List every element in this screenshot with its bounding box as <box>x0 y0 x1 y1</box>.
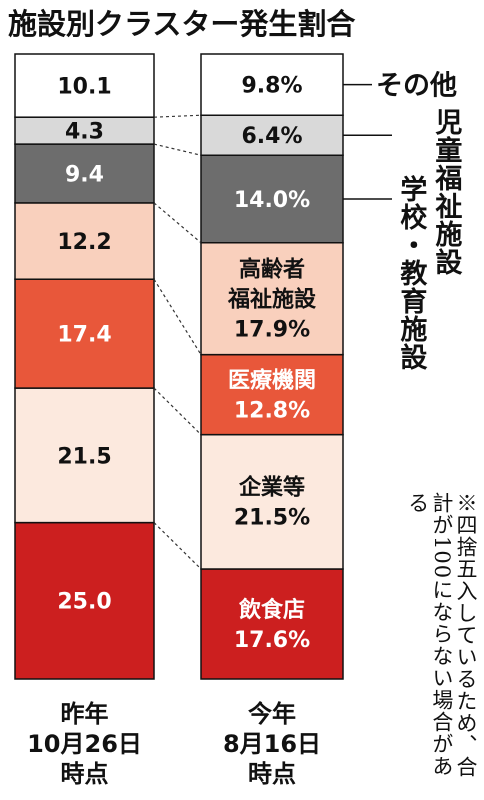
chart-title: 施設別クラスター発生割合 <box>8 7 355 41</box>
connectors-layer <box>153 83 392 570</box>
bar-curr-3 <box>200 242 344 356</box>
legend-label-other: その他 <box>376 71 457 102</box>
data-label: 25.0 <box>57 590 111 615</box>
data-label: 17.6% <box>234 628 310 653</box>
connector-line <box>153 143 202 156</box>
category-label: 8月16日 <box>223 730 321 758</box>
bar-curr-0 <box>200 568 344 680</box>
data-label: 21.5% <box>234 506 310 531</box>
connector-line <box>153 387 202 436</box>
bar-prev-4 <box>14 143 155 204</box>
data-label: 21.5 <box>57 444 111 469</box>
data-label: 9.8% <box>241 74 302 99</box>
category-label: 昨年 <box>61 700 109 728</box>
data-label: 高齢者 <box>239 257 305 283</box>
data-label: 4.3 <box>65 120 104 145</box>
connector-line <box>153 522 202 570</box>
legend-label-child: 児童福祉施設 <box>430 108 462 276</box>
data-label: 福祉施設 <box>227 287 317 313</box>
data-label: 12.8% <box>234 399 310 424</box>
data-label: 10.1 <box>57 75 111 100</box>
data-label: 医療機関 <box>228 368 316 394</box>
bar-curr-5 <box>200 114 344 156</box>
data-label: 6.4% <box>241 124 302 149</box>
category-label: 10月26日 <box>27 730 142 758</box>
bars-layer <box>14 53 344 680</box>
bar-prev-5 <box>14 116 155 145</box>
data-label: 企業等 <box>238 475 305 501</box>
connector-line <box>153 202 202 244</box>
bar-prev-6 <box>14 53 155 118</box>
legend-label-school: 学校・教育施設 <box>395 175 427 371</box>
data-label: 14.0% <box>234 188 310 213</box>
footnote: ※四捨五入しているため、合計が100にならない場合がある <box>405 492 478 778</box>
connector-line <box>153 278 202 355</box>
bar-curr-6 <box>200 53 344 116</box>
data-label: 12.2 <box>57 230 111 255</box>
bar-prev-0 <box>14 521 155 680</box>
connector-line <box>153 114 202 118</box>
category-label: 今年 <box>248 700 296 728</box>
bar-prev-3 <box>14 202 155 280</box>
data-label: 17.9% <box>234 318 310 343</box>
bar-curr-4 <box>200 154 344 244</box>
labels-layer: 25.0 21.5 17.4 12.2 9.4 4.3 10.1 飲食店 17.6% 企業等 21.… <box>57 71 457 653</box>
data-label: 17.4 <box>57 323 111 348</box>
data-label: 9.4 <box>65 162 104 187</box>
category-label: 時点 <box>248 760 296 788</box>
bar-curr-1 <box>200 433 344 570</box>
bar-prev-2 <box>14 278 155 389</box>
category-label: 時点 <box>61 760 109 788</box>
data-label: 飲食店 <box>238 597 305 623</box>
